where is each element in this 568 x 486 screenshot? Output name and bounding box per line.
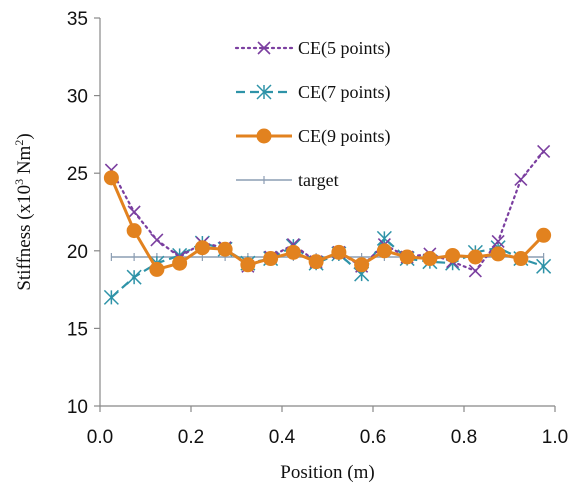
data-point bbox=[467, 249, 483, 265]
legend-swatch-marker bbox=[256, 128, 272, 144]
y-tick-label: 20 bbox=[67, 242, 88, 263]
data-point bbox=[354, 257, 370, 273]
data-point bbox=[445, 247, 461, 263]
y-axis-title: Stiffness (x103 Nm2) bbox=[12, 133, 35, 290]
series-ce-7-points bbox=[103, 230, 552, 305]
data-point bbox=[331, 244, 347, 260]
x-tick-label: 1.0 bbox=[542, 427, 568, 448]
axes: 10 15 20 25 30 35 0.0 0.2 0.4 0.6 0.8 1.0 bbox=[67, 9, 568, 448]
y-axis-title-exp2: 2 bbox=[12, 140, 26, 146]
y-tick-label: 10 bbox=[67, 397, 88, 418]
legend-label: CE(7 points) bbox=[298, 82, 391, 103]
series-layer bbox=[103, 144, 552, 305]
x-axis-title: Position (m) bbox=[280, 462, 374, 483]
y-axis-title-exp1: 3 bbox=[12, 179, 26, 185]
marker-stroke bbox=[257, 41, 271, 55]
legend-item-ce-5-points: CE(5 points) bbox=[234, 38, 391, 59]
legend-item-target: target bbox=[236, 170, 339, 190]
data-point bbox=[240, 257, 256, 273]
data-point bbox=[490, 246, 506, 262]
data-point bbox=[376, 230, 392, 246]
x-tick-label: 0.4 bbox=[269, 427, 296, 448]
data-point bbox=[150, 233, 164, 247]
x-tick-label: 0.0 bbox=[87, 427, 113, 448]
legend-label: CE(5 points) bbox=[298, 38, 391, 59]
data-point bbox=[468, 264, 482, 278]
data-point bbox=[491, 234, 505, 249]
marker-stroke bbox=[491, 234, 505, 249]
data-point bbox=[103, 289, 119, 305]
x-tick-label: 0.2 bbox=[178, 427, 204, 448]
y-axis-title-main: Stiffness (x10 bbox=[14, 185, 35, 291]
marker-stroke bbox=[468, 264, 482, 278]
data-point bbox=[263, 251, 279, 267]
marker-stroke bbox=[537, 144, 551, 159]
y-tick-label: 35 bbox=[67, 9, 88, 30]
legend-swatch-marker bbox=[256, 84, 272, 100]
y-tick-label: 25 bbox=[67, 164, 88, 185]
data-point bbox=[126, 223, 142, 239]
data-point bbox=[149, 261, 165, 277]
y-axis-title-end: ) bbox=[14, 133, 35, 139]
marker-stroke bbox=[150, 233, 164, 247]
data-point bbox=[308, 254, 324, 270]
data-point bbox=[399, 249, 415, 265]
data-point bbox=[194, 240, 210, 256]
data-point bbox=[536, 227, 552, 243]
legend: CE(5 points) CE(7 points) CE(9 points) targ… bbox=[234, 38, 391, 190]
data-point bbox=[172, 255, 188, 271]
data-point bbox=[514, 172, 528, 186]
y-tick-label: 30 bbox=[67, 87, 88, 108]
data-point bbox=[536, 258, 552, 274]
x-tick-label: 0.8 bbox=[451, 427, 477, 448]
data-point bbox=[126, 269, 142, 285]
legend-label: CE(9 points) bbox=[298, 126, 391, 147]
legend-swatch-marker bbox=[257, 41, 271, 55]
data-point bbox=[376, 243, 392, 259]
marker-stroke bbox=[514, 172, 528, 186]
data-point bbox=[285, 244, 301, 260]
data-point bbox=[422, 251, 438, 267]
y-axis-title-mid: Nm bbox=[14, 145, 35, 178]
legend-label: target bbox=[298, 170, 339, 190]
y-tick-label: 15 bbox=[67, 319, 88, 340]
data-point bbox=[217, 241, 233, 257]
data-point bbox=[127, 205, 141, 219]
legend-item-ce-7-points: CE(7 points) bbox=[236, 82, 391, 103]
data-point bbox=[513, 251, 529, 267]
x-tick-label: 0.6 bbox=[360, 427, 386, 448]
legend-item-ce-9-points: CE(9 points) bbox=[236, 126, 391, 147]
data-point bbox=[537, 144, 551, 159]
series-ce-9-points bbox=[103, 170, 552, 277]
data-point bbox=[103, 170, 119, 186]
marker-stroke bbox=[127, 205, 141, 219]
